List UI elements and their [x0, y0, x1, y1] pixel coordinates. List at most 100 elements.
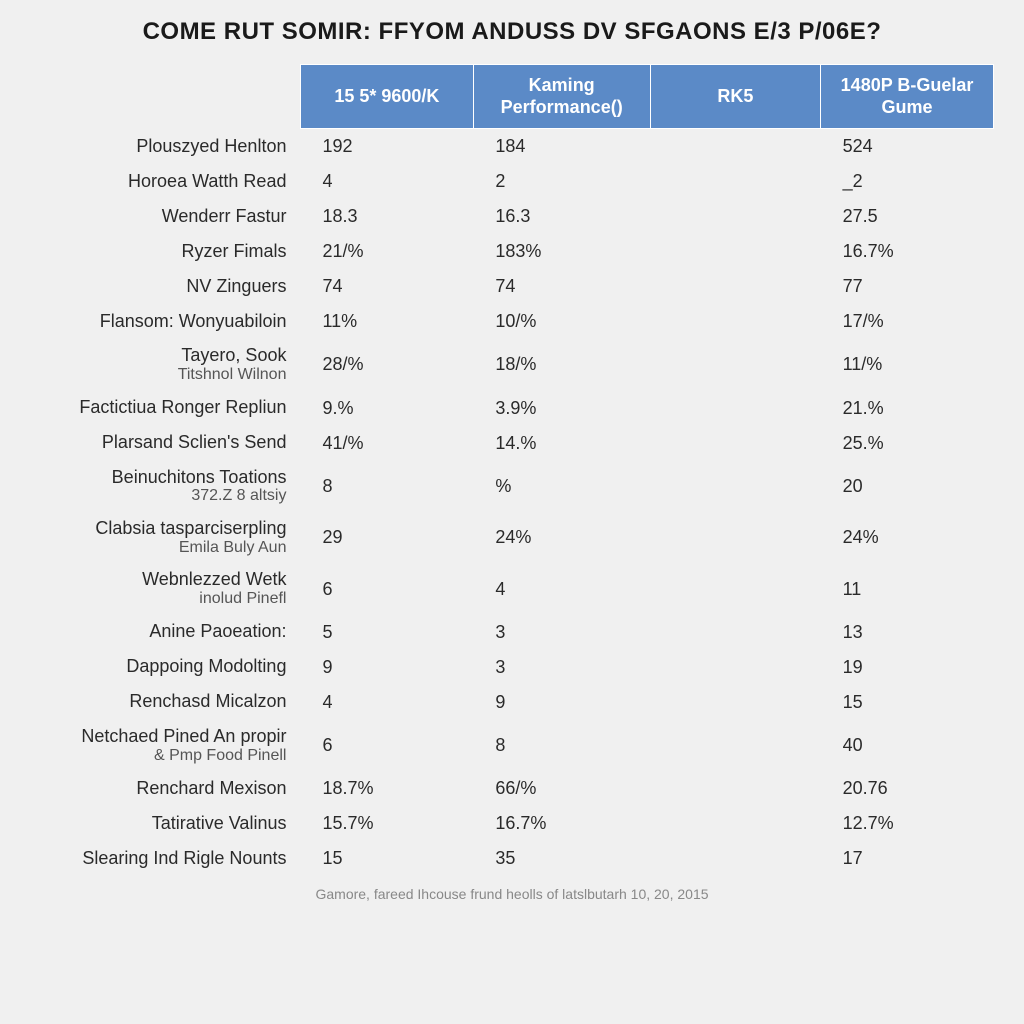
- header-empty: [30, 65, 300, 129]
- cell-value: 20: [821, 461, 994, 512]
- cell-value: 13: [821, 615, 994, 650]
- footer-note: Gamore, fareed Ihcouse frund heolls of l…: [30, 886, 994, 902]
- row-label: Netchaed Pined An propir& Pmp Food Pinel…: [30, 720, 300, 771]
- cell-value: 40: [821, 720, 994, 771]
- cell-value: [650, 461, 821, 512]
- cell-value: 24%: [821, 512, 994, 563]
- cell-value: 15: [300, 841, 473, 876]
- cell-value: [650, 615, 821, 650]
- cell-value: 16.7%: [473, 806, 650, 841]
- cell-value: 11%: [300, 304, 473, 339]
- cell-value: 184: [473, 129, 650, 165]
- cell-value: [650, 391, 821, 426]
- cell-value: 15: [821, 685, 994, 720]
- row-label: Tatirative Valinus: [30, 806, 300, 841]
- cell-value: 8: [300, 461, 473, 512]
- row-sub-label: Emila Buly Aun: [38, 539, 286, 557]
- row-label: Tayero, SookTitshnol Wilnon: [30, 339, 300, 390]
- row-label: Ryzer Fimals: [30, 234, 300, 269]
- row-label: Plarsand Sclien's Send: [30, 426, 300, 461]
- row-label: Factictiua Ronger Repliun: [30, 391, 300, 426]
- cell-value: 6: [300, 720, 473, 771]
- cell-value: _2: [821, 164, 994, 199]
- cell-value: 9.%: [300, 391, 473, 426]
- header-col-1: 15 5* 9600/K: [300, 65, 473, 129]
- cell-value: 25.%: [821, 426, 994, 461]
- cell-value: 18/%: [473, 339, 650, 390]
- cell-value: 5: [300, 615, 473, 650]
- comparison-table: 15 5* 9600/K KamingPerformance() RK5 148…: [30, 64, 994, 876]
- table-row: Slearing Ind Rigle Nounts1535 17: [30, 841, 994, 876]
- cell-value: 11/%: [821, 339, 994, 390]
- cell-value: 77: [821, 269, 994, 304]
- cell-value: 16.3: [473, 199, 650, 234]
- cell-value: [650, 771, 821, 806]
- row-label: NV Zinguers: [30, 269, 300, 304]
- cell-value: 15.7%: [300, 806, 473, 841]
- cell-value: 20.76: [821, 771, 994, 806]
- header-col-2: KamingPerformance(): [473, 65, 650, 129]
- cell-value: 17: [821, 841, 994, 876]
- cell-value: 2: [473, 164, 650, 199]
- cell-value: 4: [473, 563, 650, 614]
- comparison-table-container: 15 5* 9600/K KamingPerformance() RK5 148…: [30, 64, 994, 876]
- header-col-4: 1480P B-GuelarGume: [821, 65, 994, 129]
- row-label: Anine Paoeation:: [30, 615, 300, 650]
- cell-value: [650, 304, 821, 339]
- table-row: Tatirative Valinus15.7%16.7%12.7%: [30, 806, 994, 841]
- table-row: Clabsia tasparciserplingEmila Buly Aun29…: [30, 512, 994, 563]
- row-label: Webnlezzed Wetkinolud Pinefl: [30, 563, 300, 614]
- cell-value: 16.7%: [821, 234, 994, 269]
- row-sub-label: & Pmp Food Pinell: [38, 747, 286, 765]
- table-row: Beinuchitons Toations372.Z 8 altsiy8%20: [30, 461, 994, 512]
- cell-value: [650, 650, 821, 685]
- cell-value: [650, 720, 821, 771]
- cell-value: 74: [473, 269, 650, 304]
- cell-value: 183%: [473, 234, 650, 269]
- cell-value: 18.7%: [300, 771, 473, 806]
- row-sub-label: 372.Z 8 altsiy: [38, 487, 286, 505]
- table-row: Plarsand Sclien's Send41/%14.%25.%: [30, 426, 994, 461]
- cell-value: [650, 806, 821, 841]
- cell-value: 19: [821, 650, 994, 685]
- row-label: Flansom: Wonyuabiloin: [30, 304, 300, 339]
- row-label: Slearing Ind Rigle Nounts: [30, 841, 300, 876]
- cell-value: 3: [473, 615, 650, 650]
- cell-value: 29: [300, 512, 473, 563]
- table-row: Netchaed Pined An propir& Pmp Food Pinel…: [30, 720, 994, 771]
- cell-value: [650, 426, 821, 461]
- cell-value: 27.5: [821, 199, 994, 234]
- cell-value: 17/%: [821, 304, 994, 339]
- table-row: NV Zinguers747477: [30, 269, 994, 304]
- cell-value: 18.3: [300, 199, 473, 234]
- row-label: Wenderr Fastur: [30, 199, 300, 234]
- cell-value: 66/%: [473, 771, 650, 806]
- table-row: Tayero, SookTitshnol Wilnon28/%18/% 11/%: [30, 339, 994, 390]
- cell-value: 6: [300, 563, 473, 614]
- table-row: Webnlezzed Wetkinolud Pinefl6411: [30, 563, 994, 614]
- table-row: Renchard Mexison18.7%66/%20.76: [30, 771, 994, 806]
- cell-value: 10/%: [473, 304, 650, 339]
- header-col-3: RK5: [650, 65, 821, 129]
- cell-value: 9: [300, 650, 473, 685]
- cell-value: 28/%: [300, 339, 473, 390]
- cell-value: 8: [473, 720, 650, 771]
- cell-value: [650, 234, 821, 269]
- cell-value: [650, 563, 821, 614]
- table-row: Factictiua Ronger Repliun9.%3.9% 21.%: [30, 391, 994, 426]
- cell-value: 3.9%: [473, 391, 650, 426]
- cell-value: 35: [473, 841, 650, 876]
- cell-value: [650, 199, 821, 234]
- table-row: Anine Paoeation:53 13: [30, 615, 994, 650]
- row-label: Clabsia tasparciserplingEmila Buly Aun: [30, 512, 300, 563]
- table-row: Ryzer Fimals21/%183%16.7%: [30, 234, 994, 269]
- cell-value: 4: [300, 685, 473, 720]
- row-sub-label: inolud Pinefl: [38, 590, 286, 608]
- cell-value: 9: [473, 685, 650, 720]
- page-title: COME RUT SOMIR: FFYOM ANDUSS DV SFGAONS …: [30, 18, 994, 46]
- cell-value: 41/%: [300, 426, 473, 461]
- cell-value: %: [473, 461, 650, 512]
- cell-value: 21.%: [821, 391, 994, 426]
- cell-value: 3: [473, 650, 650, 685]
- table-row: Renchasd Micalzon4915: [30, 685, 994, 720]
